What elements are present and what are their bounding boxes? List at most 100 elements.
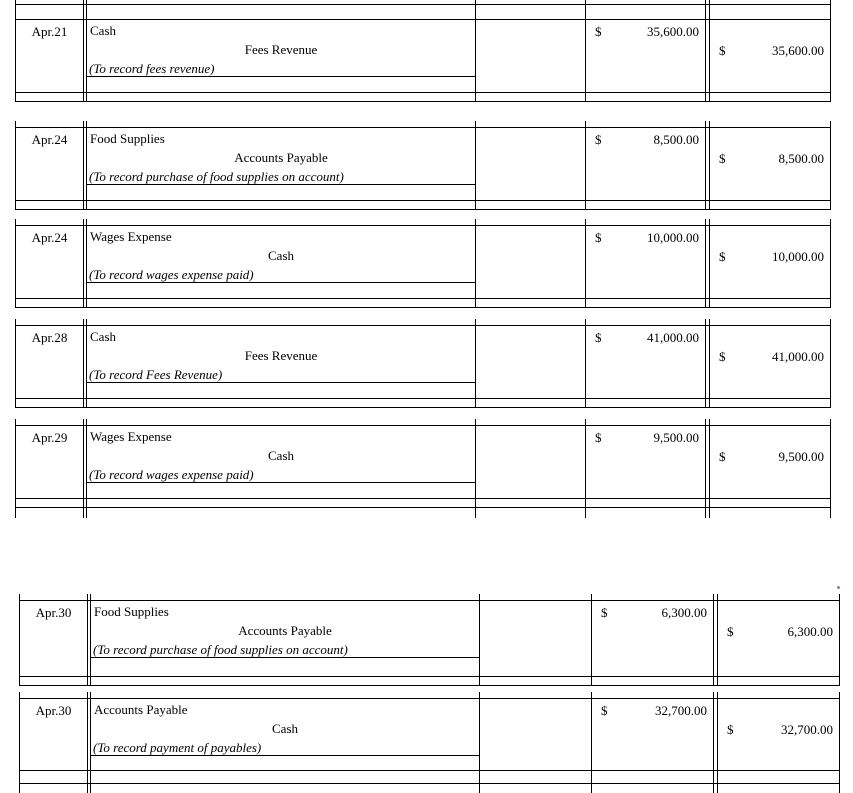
stub-cell <box>19 784 88 793</box>
currency-symbol: $ <box>719 151 726 166</box>
stub-cell <box>90 692 480 698</box>
posting-ref-cell <box>476 19 586 77</box>
stub-cell <box>476 319 586 325</box>
grid-gap <box>706 383 709 399</box>
spacer-cell <box>86 201 476 210</box>
debit-amount-value: 35,600.00 <box>647 24 699 39</box>
stub-cell <box>476 121 586 127</box>
grid-gap <box>84 419 86 425</box>
spacer-cell <box>709 185 831 201</box>
debit-amount-cell: $ 10,000.00 <box>586 225 706 283</box>
stub-cell <box>86 319 476 325</box>
posting-ref-cell <box>476 425 586 483</box>
grid-gap <box>84 283 86 299</box>
spacer-cell <box>86 77 476 93</box>
debit-account-text: Wages Expense <box>90 429 172 444</box>
stub-cell <box>15 419 84 425</box>
spacer-cell <box>709 283 831 299</box>
grid-gap <box>84 19 86 77</box>
debit-amount-cell: $ 6,300.00 <box>592 600 714 658</box>
grid-gap <box>88 771 90 784</box>
spacer-cell <box>480 756 592 771</box>
spacer-cell <box>15 77 84 93</box>
grid-gap <box>84 185 86 201</box>
spacer-cell <box>717 658 840 677</box>
spacer-cell <box>90 658 480 677</box>
currency-symbol: $ <box>601 605 608 620</box>
stub-cell <box>86 508 476 518</box>
grid-gap <box>88 784 90 793</box>
stub-cell <box>476 419 586 425</box>
credit-amount-cell: $ 10,000.00 <box>709 225 831 283</box>
credit-amount-value: 35,600.00 <box>772 43 824 58</box>
journal-entry-table: Apr.30 Accounts Payable Cash (To record … <box>19 698 840 784</box>
currency-symbol: $ <box>595 330 602 345</box>
spacer-cell <box>86 483 476 499</box>
currency-symbol: $ <box>595 230 602 245</box>
credit-account-text: Cash <box>272 721 298 736</box>
grid-gap <box>84 499 86 508</box>
debit-amount-cell: $ 41,000.00 <box>586 325 706 383</box>
currency-symbol: $ <box>727 624 734 639</box>
spacer-cell <box>476 185 586 201</box>
spacer-cell <box>476 77 586 93</box>
stub-cell <box>19 594 88 600</box>
spacer-cell <box>586 5 706 19</box>
spacer-cell <box>586 283 706 299</box>
spacer-cell <box>19 771 88 784</box>
spacer-cell <box>586 201 706 210</box>
spacer-cell <box>709 77 831 93</box>
spacer-cell <box>476 399 586 408</box>
spacer-cell <box>586 93 706 102</box>
spacer-cell <box>709 93 831 102</box>
spacer-cell <box>592 771 714 784</box>
stub-cell <box>480 784 592 793</box>
spacer-cell <box>717 756 840 771</box>
grid-gap <box>706 499 709 508</box>
memo-text: (To record fees revenue) <box>89 61 215 76</box>
spacer-cell <box>19 756 88 771</box>
stub-cell <box>586 319 706 325</box>
credit-account-text: Fees Revenue <box>244 42 318 57</box>
entry-date-cell: Apr.30 <box>19 600 88 658</box>
currency-symbol: $ <box>727 722 734 737</box>
spacer-cell <box>86 185 476 201</box>
spacer-cell <box>709 201 831 210</box>
credit-amount-value: 10,000.00 <box>772 249 824 264</box>
spacer-cell <box>86 299 476 308</box>
grid-gap <box>714 600 717 658</box>
account-titles-cell: Wages Expense Cash (To record wages expe… <box>86 225 476 283</box>
memo-text: (To record wages expense paid) <box>89 267 254 282</box>
spacer-cell <box>709 483 831 499</box>
grid-gap <box>706 201 709 210</box>
journal-entry-block: Apr.21 Cash Fees Revenue (To record fees… <box>15 19 831 102</box>
stub-cell <box>717 692 840 698</box>
grid-gap <box>706 419 709 425</box>
spacer-cell <box>19 677 88 686</box>
posting-ref-cell <box>476 127 586 185</box>
spacer-cell <box>709 499 831 508</box>
credit-amount-value: 8,500.00 <box>778 151 825 166</box>
spacer-cell <box>586 0 706 5</box>
grid-gap <box>88 600 90 658</box>
spacer-cell <box>586 299 706 308</box>
grid-gap <box>714 692 717 698</box>
spacer-cell <box>86 0 476 5</box>
journal-entry-table: Apr.29 Wages Expense Cash (To record wag… <box>15 425 831 508</box>
spacer-cell <box>586 499 706 508</box>
grid-gap <box>706 283 709 299</box>
stub-cell <box>480 692 592 698</box>
journal-entry-table: Apr.24 Food Supplies Accounts Payable (T… <box>15 127 831 210</box>
stub-cell <box>19 692 88 698</box>
currency-symbol: $ <box>595 24 602 39</box>
grid-gap <box>88 692 90 698</box>
spacer-cell <box>476 283 586 299</box>
spacer-cell <box>90 756 480 771</box>
spacer-cell <box>476 383 586 399</box>
stub-cell <box>476 219 586 225</box>
stub-cell <box>717 784 840 793</box>
grid-gap <box>84 77 86 93</box>
spacer-cell <box>15 383 84 399</box>
grid-gap <box>714 771 717 784</box>
credit-account-text: Accounts Payable <box>234 150 328 165</box>
